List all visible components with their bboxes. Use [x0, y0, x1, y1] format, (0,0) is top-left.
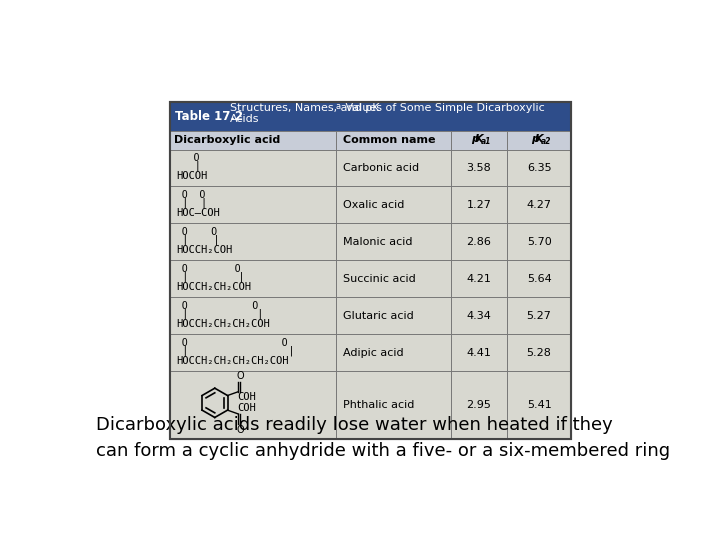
Text: 5.41: 5.41 [527, 400, 552, 410]
Text: 5.64: 5.64 [527, 274, 552, 284]
Text: 4.41: 4.41 [467, 348, 492, 358]
Text: Glutaric acid: Glutaric acid [343, 311, 413, 321]
Text: Malonic acid: Malonic acid [343, 237, 412, 247]
Text: 2.95: 2.95 [467, 400, 492, 410]
Text: Common name: Common name [343, 135, 435, 145]
Text: a2: a2 [541, 137, 551, 146]
Text: HOC—COH: HOC—COH [176, 208, 220, 218]
Bar [170, 224, 571, 260]
Text: HOCCH₂CH₂COH: HOCCH₂CH₂COH [176, 282, 251, 292]
Text: O                O: O O [176, 338, 288, 348]
Text: HOCCH₂COH: HOCCH₂COH [176, 245, 233, 255]
Bar [170, 260, 571, 298]
Text: O: O [176, 153, 199, 164]
Text: Dicarboxylic acid: Dicarboxylic acid [174, 135, 280, 145]
Bar [170, 186, 571, 224]
Text: Table 17.2: Table 17.2 [175, 110, 243, 123]
Text: COH: COH [238, 393, 256, 402]
Text: Adipic acid: Adipic acid [343, 348, 403, 358]
Text: |        |: | | [176, 272, 245, 282]
Text: |: | [176, 160, 201, 171]
Text: 5.70: 5.70 [527, 237, 552, 247]
Text: 5.28: 5.28 [526, 348, 552, 358]
Text: O: O [237, 425, 245, 435]
Text: Succinic acid: Succinic acid [343, 274, 415, 284]
Text: O: O [237, 371, 245, 381]
Text: Carbonic acid: Carbonic acid [343, 163, 419, 173]
Text: HOCOH: HOCOH [176, 171, 207, 181]
Text: HOCCH₂CH₂CH₂COH: HOCCH₂CH₂CH₂COH [176, 319, 270, 329]
Text: |    |: | | [176, 234, 220, 245]
Bar [170, 372, 571, 439]
Text: 5.27: 5.27 [526, 311, 552, 321]
Text: Structures, Names, and pK: Structures, Names, and pK [230, 103, 379, 113]
Text: O    O: O O [176, 227, 217, 237]
Bar [170, 298, 571, 334]
Text: p: p [472, 134, 480, 145]
Bar [170, 102, 571, 439]
Text: 1.27: 1.27 [467, 200, 492, 210]
Text: |                |: | | [176, 345, 294, 356]
Text: 6.35: 6.35 [527, 163, 552, 173]
Text: HOCCH₂CH₂CH₂CH₂COH: HOCCH₂CH₂CH₂CH₂COH [176, 356, 289, 366]
Text: O  O: O O [176, 190, 205, 200]
Text: p: p [531, 134, 539, 145]
Text: Values of Some Simple Dicarboxylic: Values of Some Simple Dicarboxylic [342, 103, 544, 113]
Text: Oxalic acid: Oxalic acid [343, 200, 404, 210]
Text: 4.21: 4.21 [467, 274, 492, 284]
Text: K: K [535, 134, 544, 145]
Text: 4.27: 4.27 [526, 200, 552, 210]
Text: |  |: | | [176, 198, 207, 208]
Text: |           |: | | [176, 308, 264, 319]
Bar [170, 150, 571, 186]
Text: a: a [336, 102, 341, 111]
Text: 3.58: 3.58 [467, 163, 492, 173]
Text: Phthalic acid: Phthalic acid [343, 400, 414, 410]
Text: O           O: O O [176, 301, 258, 311]
Text: 4.34: 4.34 [467, 311, 492, 321]
Text: COH: COH [238, 403, 256, 413]
Text: a1: a1 [481, 137, 491, 146]
Text: K: K [475, 134, 484, 145]
Text: Acids: Acids [230, 114, 260, 124]
Bar [170, 102, 571, 439]
Text: 2.86: 2.86 [467, 237, 492, 247]
Bar [170, 131, 571, 150]
Bar [170, 334, 571, 372]
Text: O        O: O O [176, 264, 240, 274]
Bar [170, 102, 571, 131]
Text: Dicarboxylic acids readily lose water when heated if they
can form a cyclic anhy: Dicarboxylic acids readily lose water wh… [96, 416, 670, 461]
